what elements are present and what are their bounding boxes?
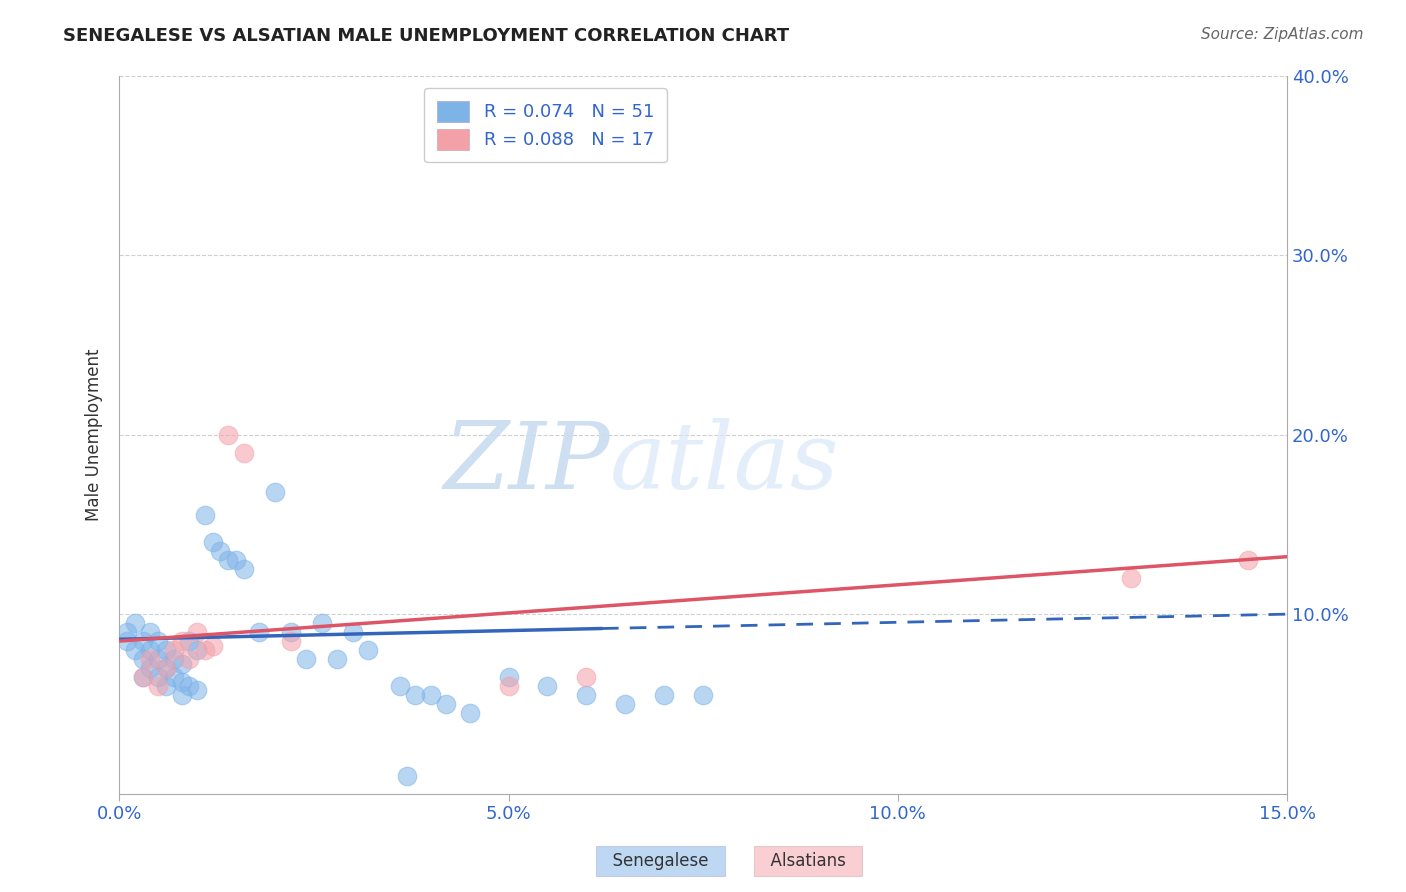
Point xyxy=(131,670,153,684)
Point xyxy=(498,670,520,684)
Point xyxy=(295,652,318,666)
Point xyxy=(186,643,208,657)
Point xyxy=(148,679,170,693)
Point xyxy=(170,675,193,690)
Point xyxy=(280,625,302,640)
Point xyxy=(419,688,441,702)
Point xyxy=(124,616,146,631)
Point xyxy=(458,706,481,720)
Text: Senegalese: Senegalese xyxy=(602,852,720,870)
Point xyxy=(575,670,598,684)
Point xyxy=(155,661,177,675)
Point xyxy=(131,670,153,684)
Point xyxy=(614,697,637,711)
Point xyxy=(326,652,349,666)
Point xyxy=(357,643,380,657)
Point xyxy=(163,652,186,666)
Point xyxy=(1237,553,1260,567)
Point xyxy=(139,643,162,657)
Point xyxy=(115,625,138,640)
Point xyxy=(163,670,186,684)
Legend: R = 0.074   N = 51, R = 0.088   N = 17: R = 0.074 N = 51, R = 0.088 N = 17 xyxy=(425,88,666,162)
Point xyxy=(194,508,217,523)
Point xyxy=(652,688,675,702)
Point xyxy=(139,625,162,640)
Point xyxy=(498,679,520,693)
Point xyxy=(155,661,177,675)
Point xyxy=(148,652,170,666)
Point xyxy=(536,679,558,693)
Point xyxy=(131,652,153,666)
Point xyxy=(217,553,239,567)
Point xyxy=(139,661,162,675)
Text: Alsatians: Alsatians xyxy=(761,852,856,870)
Point xyxy=(163,643,186,657)
Point xyxy=(155,643,177,657)
Point xyxy=(179,634,201,648)
Point xyxy=(170,688,193,702)
Point xyxy=(186,625,208,640)
Point xyxy=(186,682,208,697)
Point xyxy=(249,625,271,640)
Point xyxy=(179,652,201,666)
Point xyxy=(388,679,411,693)
Point xyxy=(170,634,193,648)
Point xyxy=(396,769,419,783)
Point xyxy=(139,652,162,666)
Y-axis label: Male Unemployment: Male Unemployment xyxy=(86,349,103,521)
Point xyxy=(225,553,247,567)
Point xyxy=(342,625,364,640)
Point xyxy=(148,670,170,684)
Point xyxy=(232,562,254,576)
Point xyxy=(170,657,193,672)
Point xyxy=(179,679,201,693)
Point xyxy=(155,679,177,693)
Point xyxy=(264,485,287,500)
Point xyxy=(404,688,426,702)
Text: Source: ZipAtlas.com: Source: ZipAtlas.com xyxy=(1201,27,1364,42)
Text: SENEGALESE VS ALSATIAN MALE UNEMPLOYMENT CORRELATION CHART: SENEGALESE VS ALSATIAN MALE UNEMPLOYMENT… xyxy=(63,27,789,45)
Point xyxy=(124,643,146,657)
Point xyxy=(434,697,457,711)
Point xyxy=(217,427,239,442)
Text: atlas: atlas xyxy=(610,418,839,508)
Text: ZIP: ZIP xyxy=(443,418,610,508)
Point xyxy=(194,643,217,657)
Point xyxy=(280,634,302,648)
Point xyxy=(232,445,254,459)
Point xyxy=(201,640,224,654)
Point xyxy=(311,616,333,631)
Point xyxy=(692,688,714,702)
Point xyxy=(201,535,224,549)
Point xyxy=(148,634,170,648)
Point xyxy=(1121,571,1143,585)
Point xyxy=(131,634,153,648)
Point xyxy=(115,634,138,648)
Point xyxy=(209,544,232,558)
Point xyxy=(575,688,598,702)
